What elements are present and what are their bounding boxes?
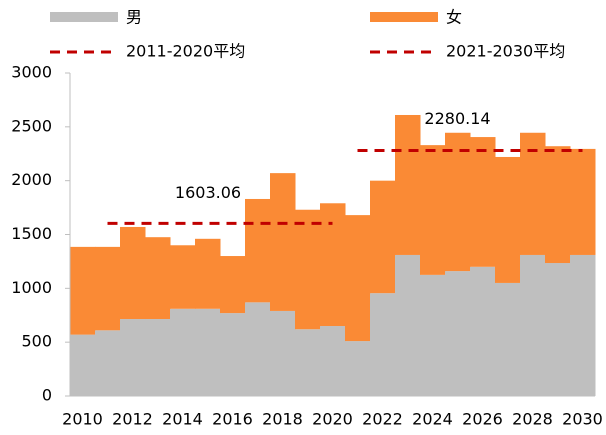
legend-swatch [370, 12, 438, 22]
bar-segment [370, 180, 396, 294]
bar-segment [195, 308, 221, 396]
bar-segment [270, 173, 296, 311]
bar-segment [95, 246, 121, 331]
average-label: 2280.14 [424, 109, 490, 128]
bar-segment [70, 334, 96, 396]
bar-segment [345, 215, 371, 342]
bar-segment [120, 226, 146, 320]
x-tick-label: 2022 [362, 410, 403, 429]
legend-label: 2011-2020平均 [126, 42, 245, 61]
bar-segment [170, 308, 196, 396]
legend-label: 2021-2030平均 [446, 42, 565, 61]
y-tick-label: 500 [21, 332, 52, 351]
bar-segment [245, 302, 271, 396]
bar-segment [145, 237, 171, 320]
x-tick-label: 2020 [312, 410, 353, 429]
bar-segment [320, 203, 346, 327]
y-tick-label: 1000 [11, 278, 52, 297]
x-tick-label: 2028 [512, 410, 553, 429]
x-tick-label: 2024 [412, 410, 453, 429]
legend-label: 女 [446, 8, 462, 27]
bar-segment [520, 132, 546, 255]
x-tick-label: 2030 [562, 410, 603, 429]
y-tick-label: 0 [42, 386, 52, 405]
bar-segment [195, 238, 221, 309]
y-tick-label: 2500 [11, 116, 52, 135]
bar-segment [495, 282, 521, 396]
bar-segment [420, 145, 446, 275]
average-label: 1603.06 [175, 183, 241, 202]
bar-segment [570, 148, 596, 255]
bar-segment [570, 254, 596, 396]
bar-segment [470, 137, 496, 267]
legend-swatch [50, 12, 118, 22]
bar-segment [495, 156, 521, 283]
bar-segment [395, 114, 421, 255]
bar-segment [220, 256, 246, 314]
bar-segment [445, 271, 471, 396]
y-tick-label: 2000 [11, 170, 52, 189]
bar-segment [145, 319, 171, 396]
bar-segment [95, 330, 121, 396]
bar-segment [520, 254, 546, 396]
bar-segment [295, 329, 321, 396]
y-tick-label: 1500 [11, 224, 52, 243]
y-tick-label: 3000 [11, 63, 52, 82]
bar-segment [445, 132, 471, 272]
x-tick-label: 2016 [212, 410, 253, 429]
bar-segment [70, 246, 96, 335]
x-tick-label: 2026 [462, 410, 503, 429]
bar-segment [345, 341, 371, 396]
bar-segment [320, 326, 346, 396]
bar-segment [545, 263, 571, 396]
x-tick-label: 2018 [262, 410, 303, 429]
x-tick-label: 2014 [162, 410, 203, 429]
x-tick-label: 2010 [62, 410, 103, 429]
bar-segment [270, 310, 296, 396]
bar-segment [120, 319, 146, 396]
x-tick-label: 2012 [112, 410, 153, 429]
bar-segment [395, 254, 421, 396]
bar-segment [295, 209, 321, 330]
bar-segment [545, 146, 571, 264]
bar-segment [420, 274, 446, 396]
bar-segment [370, 293, 396, 396]
bar-segment [220, 313, 246, 396]
bar-segment [170, 245, 196, 309]
legend-label: 男 [126, 8, 142, 27]
bar-segment [245, 198, 271, 303]
bar-segment [470, 266, 496, 396]
